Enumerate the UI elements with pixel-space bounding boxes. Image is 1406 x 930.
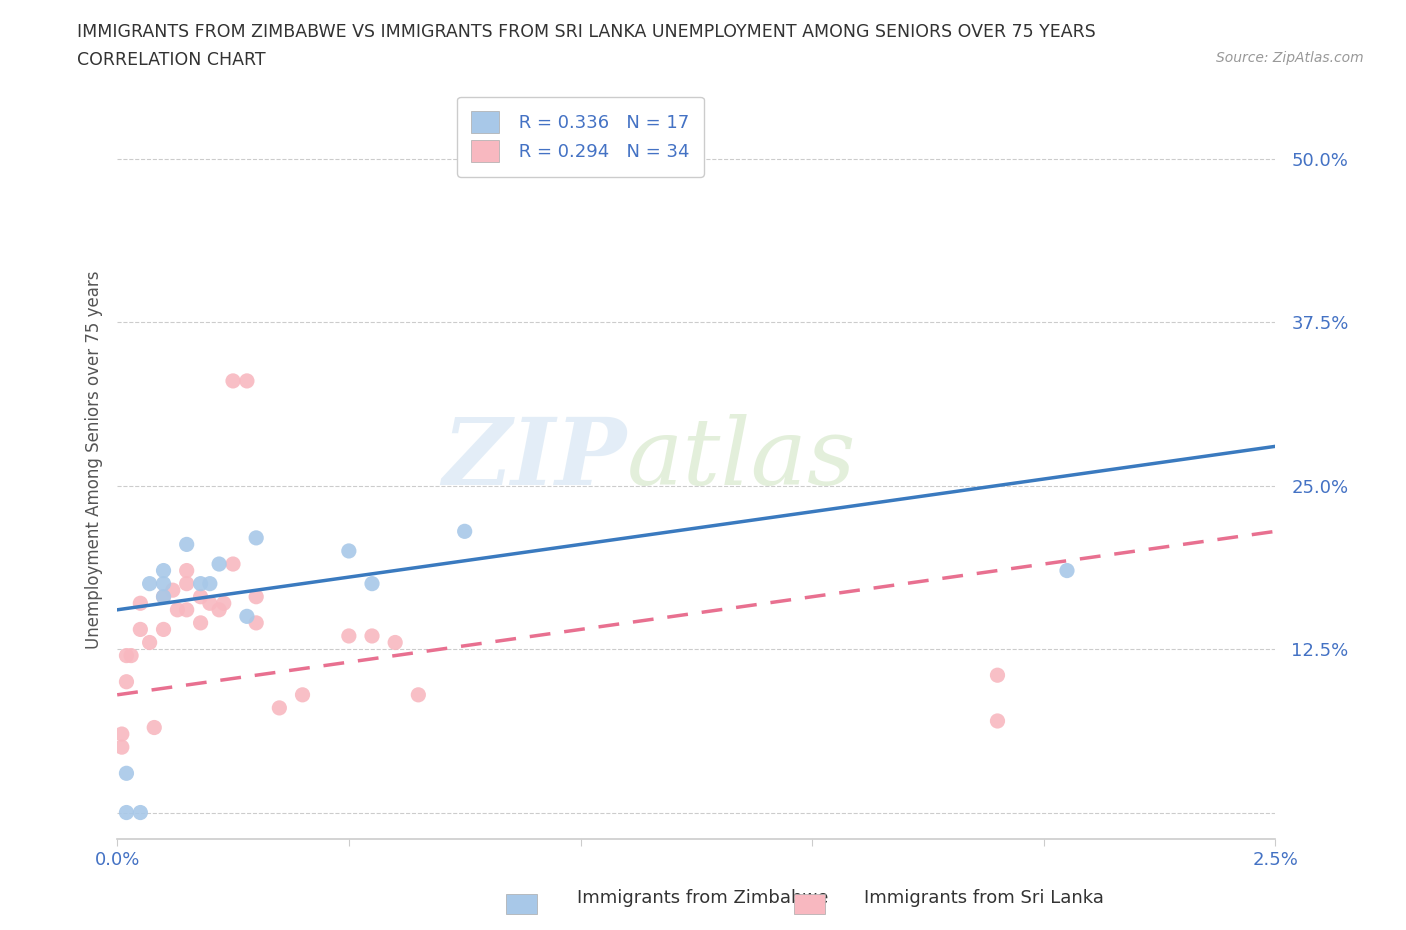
Point — [115, 766, 138, 781]
Point — [190, 616, 212, 631]
Legend:  R = 0.336   N = 17,  R = 0.294   N = 34: R = 0.336 N = 17, R = 0.294 N = 34 — [457, 97, 704, 177]
Point — [361, 577, 384, 591]
Point — [208, 603, 231, 618]
Point — [152, 590, 174, 604]
Point — [120, 648, 142, 663]
Point — [198, 596, 221, 611]
Point — [212, 596, 235, 611]
Point — [384, 635, 406, 650]
Point — [208, 556, 231, 571]
Text: ZIP: ZIP — [443, 415, 627, 504]
Text: IMMIGRANTS FROM ZIMBABWE VS IMMIGRANTS FROM SRI LANKA UNEMPLOYMENT AMONG SENIORS: IMMIGRANTS FROM ZIMBABWE VS IMMIGRANTS F… — [77, 23, 1097, 41]
Point — [453, 524, 475, 538]
Point — [1056, 564, 1078, 578]
Point — [986, 713, 1008, 728]
Point — [337, 543, 360, 558]
Point — [129, 805, 152, 820]
Point — [245, 616, 267, 631]
Point — [143, 720, 166, 735]
Point — [408, 687, 430, 702]
Text: Source: ZipAtlas.com: Source: ZipAtlas.com — [1216, 51, 1364, 65]
Point — [361, 629, 384, 644]
Point — [176, 537, 198, 551]
Point — [222, 556, 245, 571]
Point — [190, 590, 212, 604]
Point — [245, 590, 267, 604]
Point — [166, 603, 188, 618]
Point — [115, 648, 138, 663]
Point — [129, 622, 152, 637]
Text: atlas: atlas — [627, 415, 856, 504]
Point — [152, 577, 174, 591]
Point — [245, 530, 267, 545]
Point — [111, 726, 134, 741]
Point — [129, 596, 152, 611]
Point — [337, 629, 360, 644]
Point — [986, 668, 1008, 683]
Point — [115, 674, 138, 689]
Point — [111, 739, 134, 754]
Text: Immigrants from Sri Lanka: Immigrants from Sri Lanka — [865, 889, 1104, 907]
Point — [176, 564, 198, 578]
Point — [176, 577, 198, 591]
Point — [152, 622, 174, 637]
Y-axis label: Unemployment Among Seniors over 75 years: Unemployment Among Seniors over 75 years — [86, 270, 103, 648]
Point — [162, 583, 184, 598]
Point — [152, 564, 174, 578]
Text: CORRELATION CHART: CORRELATION CHART — [77, 51, 266, 69]
Point — [115, 805, 138, 820]
Point — [190, 577, 212, 591]
Point — [236, 609, 259, 624]
Point — [152, 590, 174, 604]
Point — [222, 374, 245, 389]
Point — [138, 635, 160, 650]
Point — [138, 577, 160, 591]
Point — [236, 374, 259, 389]
Text: Immigrants from Zimbabwe: Immigrants from Zimbabwe — [578, 889, 828, 907]
Point — [176, 603, 198, 618]
Point — [291, 687, 314, 702]
Point — [198, 577, 221, 591]
Point — [269, 700, 291, 715]
